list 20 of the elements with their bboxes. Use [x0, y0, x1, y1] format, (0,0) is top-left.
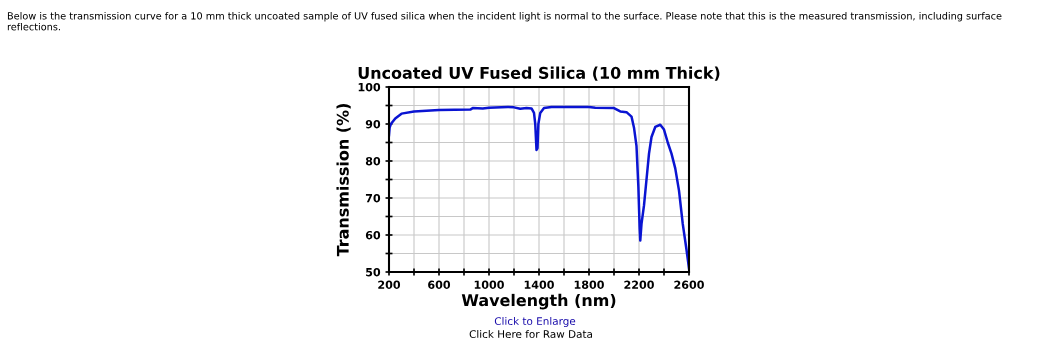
- y-tick-label: 60: [365, 230, 381, 240]
- x-tick-label: 1400: [524, 280, 554, 289]
- text: Click Here for Raw Data: [469, 329, 592, 339]
- y-tick-label: 70: [365, 193, 381, 203]
- text: Click to Enlarge: [494, 316, 576, 328]
- y-tick-label: 90: [365, 119, 381, 129]
- x-axis-title: Wavelength (nm): [461, 293, 616, 310]
- x-tick-label: 200: [378, 280, 401, 289]
- y-axis-title: Transmission (%): [336, 103, 351, 257]
- y-tick-label: 50: [366, 267, 381, 277]
- x-tick-label: 600: [428, 280, 451, 289]
- chart-title: Uncoated UV Fused Silica (10 mm Thick): [358, 66, 720, 81]
- x-tick-label: 2200: [624, 280, 654, 289]
- x-tick-label: 1800: [574, 280, 604, 289]
- text: Below is the transmission curve for a 10 mm thick uncoated sample of UV fused silica when the incident light is normal to the surface. Please note that this is the measured transmission, including surface reflections.: [7, 12, 1002, 31]
- y-tick-label: 80: [365, 156, 381, 166]
- line-series: [389, 105, 689, 270]
- y-tick-label: 100: [358, 82, 381, 92]
- x-tick-label: 2600: [674, 280, 704, 289]
- x-tick-label: 1000: [474, 280, 504, 289]
